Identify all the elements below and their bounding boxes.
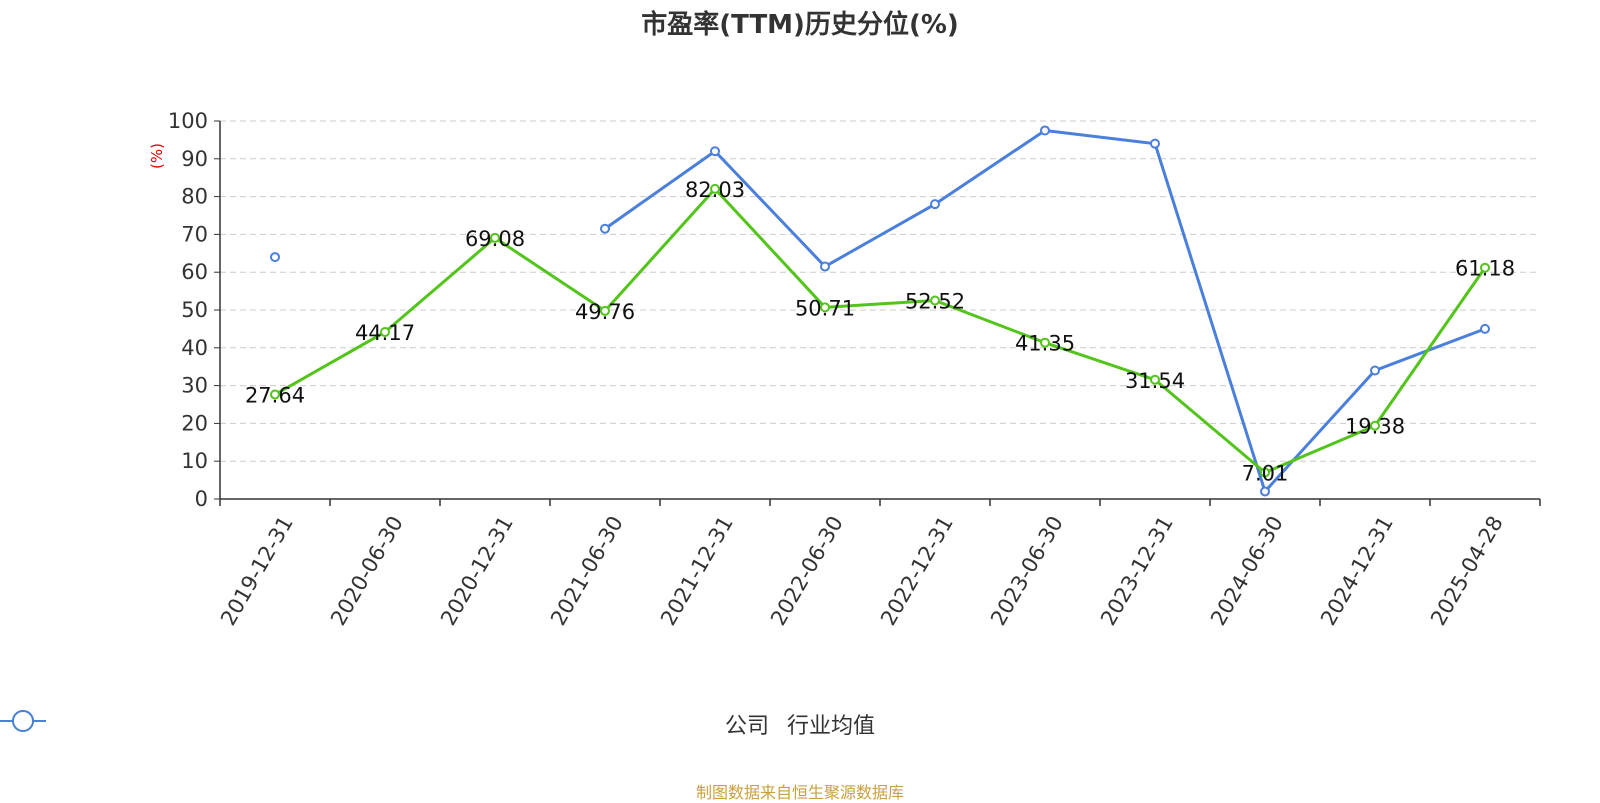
x-tick-label: 2020-06-30 bbox=[326, 512, 408, 630]
data-label: 19.38 bbox=[1345, 415, 1405, 439]
legend-label-company: 公司 bbox=[724, 714, 769, 739]
y-tick-label: 80 bbox=[181, 185, 208, 209]
data-point-company bbox=[820, 302, 830, 313]
data-point-industry bbox=[270, 252, 280, 263]
y-tick-label: 40 bbox=[181, 336, 208, 360]
x-tick-label: 2022-06-30 bbox=[766, 512, 848, 630]
data-point-industry bbox=[1040, 125, 1050, 136]
data-label: 82.03 bbox=[685, 178, 745, 202]
legend-item-industry[interactable]: 行业均值 bbox=[0, 708, 876, 740]
data-label: 69.08 bbox=[465, 227, 525, 251]
data-point-industry bbox=[1260, 486, 1270, 497]
data-label: 27.64 bbox=[245, 384, 305, 408]
legend-item-company[interactable]: 公司 bbox=[0, 708, 769, 740]
x-tick-label: 2025-04-28 bbox=[1426, 512, 1508, 630]
legend-marker-industry bbox=[0, 710, 46, 732]
data-point-company bbox=[710, 183, 720, 194]
data-label: 52.52 bbox=[905, 289, 965, 313]
source-note: 制图数据来自恒生聚源数据库 bbox=[695, 783, 904, 802]
y-tick-label: 0 bbox=[195, 487, 208, 511]
data-point-company bbox=[600, 305, 610, 316]
x-tick-label: 2022-12-31 bbox=[876, 512, 958, 630]
x-tick-label: 2024-12-31 bbox=[1316, 512, 1398, 630]
x-tick-label: 2021-12-31 bbox=[656, 512, 738, 630]
data-point-company bbox=[1040, 337, 1050, 348]
data-point-industry bbox=[710, 146, 720, 157]
data-point-industry bbox=[1150, 138, 1160, 149]
legend: 公司 行业均值 bbox=[0, 708, 1600, 740]
data-label: 61.18 bbox=[1455, 257, 1515, 281]
y-tick-label: 30 bbox=[181, 374, 208, 398]
data-point-company bbox=[490, 232, 500, 243]
y-tick-label: 100 bbox=[168, 109, 208, 133]
data-point-company bbox=[1260, 467, 1270, 478]
data-point-industry bbox=[1480, 323, 1490, 334]
x-tick-label: 2023-12-31 bbox=[1096, 512, 1178, 630]
data-label: 31.54 bbox=[1125, 369, 1185, 393]
data-point-company bbox=[270, 389, 280, 400]
series-line-company bbox=[274, 187, 1487, 475]
x-tick-label: 2021-06-30 bbox=[546, 512, 628, 630]
y-tick-label: 90 bbox=[181, 147, 208, 171]
data-label: 7.01 bbox=[1242, 462, 1289, 486]
y-tick-label: 60 bbox=[181, 260, 208, 284]
x-tick-label: 2019-12-31 bbox=[216, 512, 298, 630]
y-tick-label: 70 bbox=[181, 222, 208, 246]
plot-area: 0 10 20 30 40 50 60 70 80 90 100(%) 2019-12-31 2020-… bbox=[148, 109, 1541, 630]
data-point-company bbox=[380, 327, 390, 338]
data-label: 50.71 bbox=[795, 296, 855, 320]
data-point-industry bbox=[930, 199, 940, 210]
chart-title: 市盈率(TTM)历史分位(%) bbox=[641, 10, 959, 40]
data-point-industry bbox=[600, 223, 610, 234]
y-tick-label: 10 bbox=[181, 449, 208, 473]
data-point-company bbox=[1370, 420, 1380, 431]
data-label: 41.35 bbox=[1015, 332, 1075, 356]
data-point-industry bbox=[1370, 365, 1380, 376]
x-tick-label: 2023-06-30 bbox=[986, 512, 1068, 630]
legend-label-industry: 行业均值 bbox=[787, 714, 876, 739]
data-point-company bbox=[930, 295, 940, 306]
y-tick-label: 20 bbox=[181, 411, 208, 435]
data-point-industry bbox=[820, 261, 830, 272]
data-label: 49.76 bbox=[575, 300, 635, 324]
y-axis-label: (%) bbox=[148, 143, 166, 169]
data-point-company bbox=[1480, 262, 1490, 273]
x-tick-label: 2024-06-30 bbox=[1206, 512, 1288, 630]
data-point-company bbox=[1150, 374, 1160, 385]
y-tick-label: 50 bbox=[181, 298, 208, 322]
x-tick-label: 2020-12-31 bbox=[436, 512, 518, 630]
data-label: 44.17 bbox=[355, 321, 415, 345]
